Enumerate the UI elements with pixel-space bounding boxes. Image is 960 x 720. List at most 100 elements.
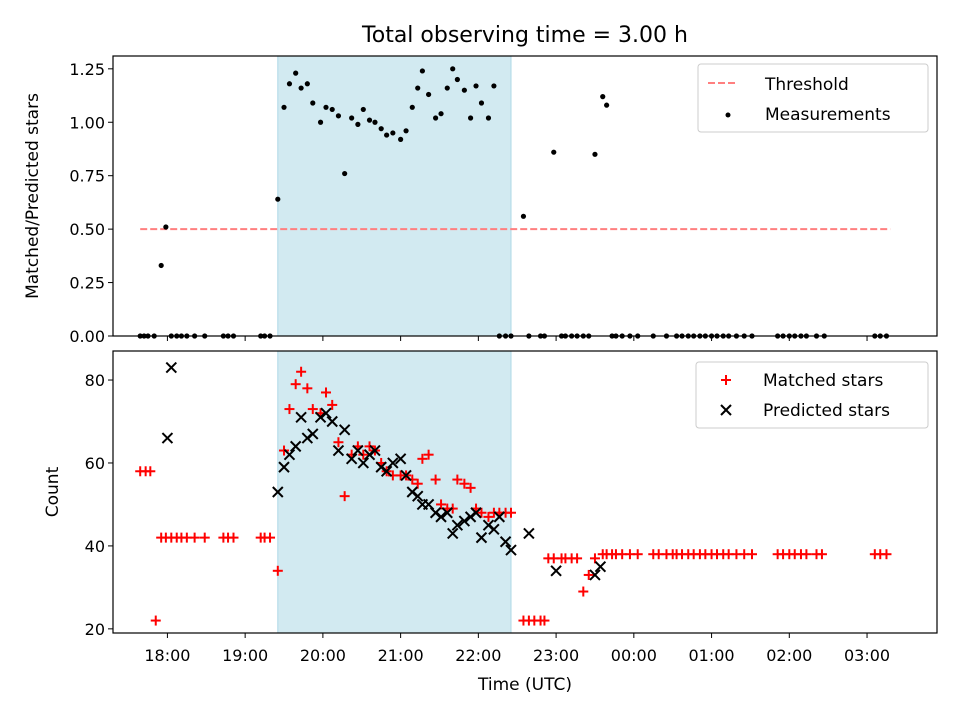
predicted-star-marker-b	[338, 424, 351, 436]
predicted-star-marker-b	[352, 444, 364, 457]
predicted-star-marker-b	[278, 461, 290, 473]
legend-x-b	[720, 404, 732, 416]
measurement-point	[323, 104, 329, 110]
predicted-star-marker-b	[488, 523, 500, 536]
measurement-point	[454, 76, 460, 83]
predicted-star-marker-b	[470, 507, 482, 519]
predicted-star-marker-b	[332, 444, 345, 457]
measurement-point	[467, 115, 474, 121]
predicted-star-marker-b	[493, 511, 506, 523]
measurement-point	[360, 106, 366, 113]
x-tick-label: 18:00	[144, 646, 190, 665]
measurement-point	[478, 100, 485, 106]
x-tick-label: 20:00	[300, 646, 346, 665]
measurement-point	[491, 83, 497, 89]
measurement-point	[281, 104, 287, 110]
measurement-point	[409, 104, 415, 110]
measurement-point	[163, 224, 169, 230]
measurement-point	[275, 196, 281, 202]
measurement-point	[372, 119, 378, 125]
predicted-star-marker-b	[475, 531, 488, 544]
predicted-star-marker-b	[289, 440, 302, 453]
measurement-point	[349, 115, 355, 121]
predicted-star-marker-b	[499, 536, 512, 548]
measurement-point	[485, 115, 492, 121]
predicted-star-marker-b	[422, 498, 435, 511]
top-panel-y-ticks: 0.00 0.25 0.50 0.75 1.00 1.25	[69, 60, 113, 346]
y-tick-label: 1.25	[69, 60, 105, 79]
measurement-point	[438, 111, 444, 117]
top-panel-x-ticks	[166, 336, 868, 341]
y-tick-label: 80	[85, 371, 105, 390]
predicted-stars-legend-label: Predicted stars	[763, 401, 890, 421]
measurement-point	[473, 83, 479, 89]
measurement-point	[355, 121, 361, 127]
top-panel-frame	[112, 55, 938, 337]
observing-window-shade-top	[277, 55, 512, 337]
measurement-point	[329, 106, 335, 113]
observing-window-shade-bottom	[277, 350, 512, 634]
threshold-legend-label: Threshold	[764, 75, 849, 95]
measurement-point	[317, 119, 324, 125]
bottom-panel: 20 40 60 80 18:00 19:00 20:00 21:00 22:00 23:00 0…	[43, 350, 938, 695]
predicted-star-marker-b	[357, 457, 370, 469]
measurement-point	[286, 81, 293, 87]
x-tick-label: 03:00	[844, 646, 890, 665]
figure-title: Total observing time = 3.00 h	[361, 23, 688, 48]
measurement-point	[461, 87, 467, 93]
measurement-point	[592, 151, 598, 157]
predicted-star-marker-b	[394, 453, 407, 465]
predicted-star-marker-b	[369, 444, 381, 457]
measurement-point	[390, 130, 396, 136]
y-tick-label: 0.75	[69, 167, 105, 186]
measurement-point	[426, 91, 432, 98]
predicted-star-marker-b	[594, 560, 607, 573]
matched-stars-legend-label: Matched stars	[763, 371, 883, 391]
x-tick-label: 21:00	[378, 646, 424, 665]
measurement-point	[419, 68, 425, 74]
predicted-star-marker-b	[165, 361, 178, 374]
bottom-panel-marks	[135, 361, 892, 626]
measurement-point	[304, 81, 310, 87]
x-tick-label: 00:00	[611, 646, 657, 665]
predicted-star-marker-b	[295, 411, 307, 424]
predicted-stars-legend-swatch	[720, 404, 732, 416]
predicted-star-marker-b	[320, 407, 332, 419]
bottom-panel-legend: Matched stars Predicted stars	[695, 361, 929, 429]
predicted-star-marker-b	[412, 490, 424, 502]
measurements-legend-label: Measurements	[765, 105, 891, 125]
predicted-star-marker-b	[326, 415, 338, 428]
predicted-star-marker-b	[505, 544, 517, 556]
predicted-star-marker-b	[345, 453, 358, 465]
bottom-panel-y-ticks: 20 40 60 80	[85, 371, 113, 639]
predicted-star-marker-b	[458, 515, 471, 527]
matched-stars-legend-swatch	[721, 375, 731, 385]
predicted-star-marker-b	[435, 511, 447, 523]
y-tick-label: 40	[85, 537, 105, 556]
predicted-star-marker-b	[380, 465, 393, 477]
predicted-star-marker-b	[400, 469, 412, 482]
x-tick-label: 19:00	[222, 646, 268, 665]
predicted-star-marker-b	[283, 448, 296, 461]
measurement-point	[450, 66, 456, 72]
predicted-star-marker-b	[161, 432, 174, 444]
measurement-point	[293, 70, 299, 76]
measurement-point	[520, 213, 527, 219]
top-panel: 0.00 0.25 0.50 0.75 1.00 1.25 Matched/Predict…	[23, 55, 938, 346]
measurement-point	[384, 132, 390, 138]
measurement-point	[366, 117, 373, 123]
y-tick-label: 60	[85, 454, 105, 473]
x-axis-label: Time (UTC)	[477, 675, 572, 695]
measurement-point	[415, 85, 421, 91]
measurement-point	[551, 149, 557, 155]
measurement-point	[444, 85, 450, 91]
predicted-star-marker-b	[550, 565, 562, 577]
y-tick-label: 0.50	[69, 220, 105, 239]
x-tick-label: 02:00	[766, 646, 812, 665]
top-panel-y-axis-label: Matched/Predicted stars	[23, 93, 43, 299]
top-panel-legend: Threshold Measurements	[697, 63, 929, 133]
predicted-star-marker-b	[387, 457, 399, 469]
predicted-star-marker-b	[446, 527, 459, 540]
x-tick-label: 22:00	[455, 646, 501, 665]
